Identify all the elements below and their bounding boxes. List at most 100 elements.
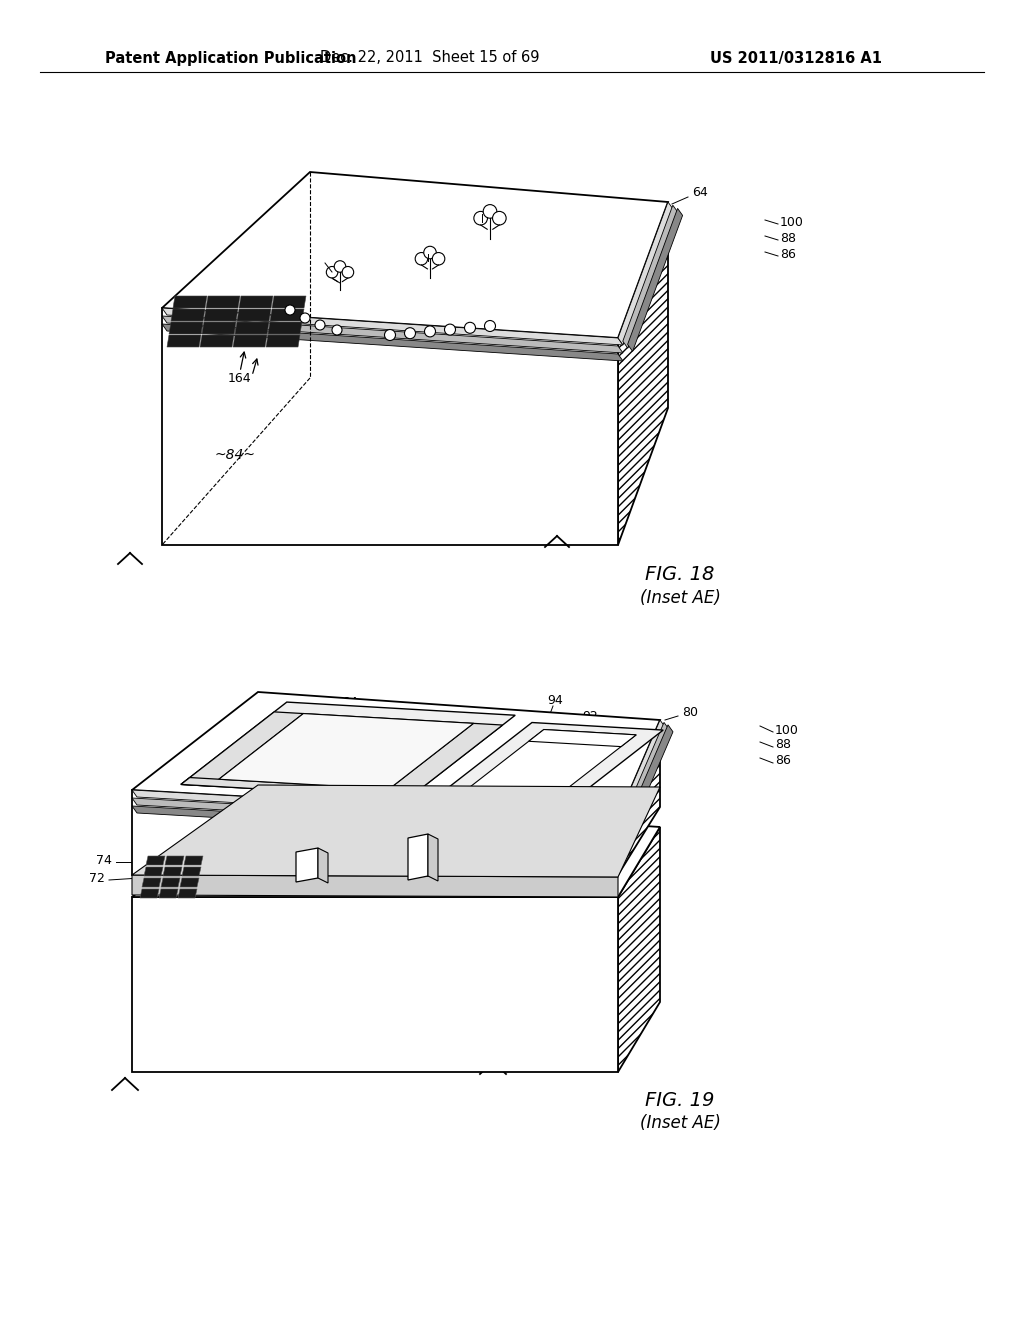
Text: 100: 100 bbox=[775, 723, 799, 737]
Text: 74: 74 bbox=[96, 854, 112, 866]
Circle shape bbox=[384, 330, 395, 341]
Text: FIG. 18: FIG. 18 bbox=[645, 565, 715, 585]
Polygon shape bbox=[132, 789, 623, 825]
Circle shape bbox=[415, 252, 428, 265]
Polygon shape bbox=[181, 711, 303, 787]
Polygon shape bbox=[163, 867, 182, 876]
Text: ~84~: ~84~ bbox=[214, 447, 256, 462]
Polygon shape bbox=[162, 315, 623, 352]
Polygon shape bbox=[266, 335, 300, 347]
Text: US 2011/0312816 A1: US 2011/0312816 A1 bbox=[710, 50, 882, 66]
Polygon shape bbox=[132, 800, 660, 898]
Circle shape bbox=[342, 267, 353, 279]
Polygon shape bbox=[458, 730, 636, 801]
Polygon shape bbox=[202, 322, 236, 334]
Polygon shape bbox=[132, 898, 618, 1072]
Polygon shape bbox=[181, 702, 515, 797]
Circle shape bbox=[493, 211, 506, 224]
Text: Dec. 22, 2011  Sheet 15 of 69: Dec. 22, 2011 Sheet 15 of 69 bbox=[321, 50, 540, 66]
Circle shape bbox=[425, 326, 435, 337]
Polygon shape bbox=[618, 202, 673, 345]
Circle shape bbox=[432, 252, 444, 265]
Polygon shape bbox=[272, 296, 306, 308]
Polygon shape bbox=[162, 308, 623, 345]
Text: 94: 94 bbox=[547, 693, 563, 706]
Circle shape bbox=[484, 321, 496, 331]
Polygon shape bbox=[161, 878, 180, 887]
Polygon shape bbox=[142, 878, 161, 887]
Polygon shape bbox=[140, 888, 159, 898]
Circle shape bbox=[315, 319, 325, 330]
Text: 96: 96 bbox=[444, 754, 460, 767]
Polygon shape bbox=[162, 308, 618, 545]
Polygon shape bbox=[431, 722, 664, 808]
Polygon shape bbox=[171, 309, 205, 321]
Polygon shape bbox=[200, 335, 234, 347]
Polygon shape bbox=[167, 335, 201, 347]
Polygon shape bbox=[204, 309, 238, 321]
Polygon shape bbox=[380, 723, 503, 797]
Text: 86: 86 bbox=[780, 248, 796, 260]
Polygon shape bbox=[618, 719, 660, 875]
Circle shape bbox=[300, 313, 310, 323]
Text: 198: 198 bbox=[306, 252, 330, 264]
Circle shape bbox=[285, 305, 295, 315]
Text: 64: 64 bbox=[692, 186, 708, 199]
Polygon shape bbox=[178, 888, 197, 898]
Polygon shape bbox=[144, 867, 163, 876]
Polygon shape bbox=[132, 785, 660, 876]
Polygon shape bbox=[458, 796, 551, 821]
Polygon shape bbox=[132, 875, 618, 898]
Polygon shape bbox=[132, 789, 618, 875]
Text: 164: 164 bbox=[291, 933, 314, 946]
Polygon shape bbox=[184, 855, 203, 865]
Polygon shape bbox=[173, 296, 207, 308]
Circle shape bbox=[474, 211, 487, 224]
Polygon shape bbox=[268, 322, 302, 334]
Text: 96: 96 bbox=[420, 242, 436, 255]
Polygon shape bbox=[626, 725, 673, 830]
Circle shape bbox=[465, 322, 475, 333]
Polygon shape bbox=[428, 834, 438, 880]
Polygon shape bbox=[165, 855, 184, 865]
Polygon shape bbox=[623, 205, 678, 348]
Circle shape bbox=[332, 325, 342, 335]
Circle shape bbox=[334, 261, 346, 272]
Text: 92: 92 bbox=[582, 710, 598, 722]
Polygon shape bbox=[206, 296, 240, 308]
Polygon shape bbox=[237, 309, 271, 321]
Polygon shape bbox=[169, 322, 203, 334]
Polygon shape bbox=[159, 888, 178, 898]
Polygon shape bbox=[162, 323, 623, 360]
Polygon shape bbox=[162, 172, 668, 338]
Polygon shape bbox=[622, 722, 669, 828]
Text: (Inset AE): (Inset AE) bbox=[640, 1114, 721, 1133]
Polygon shape bbox=[132, 807, 623, 841]
Polygon shape bbox=[219, 714, 473, 789]
Polygon shape bbox=[182, 867, 201, 876]
Text: ~84~: ~84~ bbox=[210, 968, 251, 982]
Polygon shape bbox=[219, 714, 473, 789]
Circle shape bbox=[424, 247, 436, 259]
Polygon shape bbox=[618, 202, 668, 545]
Text: 94: 94 bbox=[342, 697, 357, 710]
Text: (Inset AE): (Inset AE) bbox=[640, 589, 721, 607]
Polygon shape bbox=[270, 309, 304, 321]
Circle shape bbox=[404, 327, 416, 339]
Polygon shape bbox=[296, 847, 318, 882]
Polygon shape bbox=[132, 799, 623, 833]
Text: FIG. 19: FIG. 19 bbox=[645, 1090, 715, 1110]
Circle shape bbox=[327, 267, 338, 279]
Polygon shape bbox=[408, 834, 428, 880]
Text: 164: 164 bbox=[228, 371, 252, 384]
Polygon shape bbox=[618, 719, 665, 825]
Text: 80: 80 bbox=[682, 705, 698, 718]
Polygon shape bbox=[146, 855, 165, 865]
Text: 72: 72 bbox=[89, 871, 105, 884]
Polygon shape bbox=[181, 777, 418, 797]
Text: 168: 168 bbox=[368, 932, 392, 945]
Text: 168: 168 bbox=[316, 267, 340, 280]
Polygon shape bbox=[628, 209, 683, 351]
Text: 100: 100 bbox=[780, 215, 804, 228]
Polygon shape bbox=[239, 296, 273, 308]
